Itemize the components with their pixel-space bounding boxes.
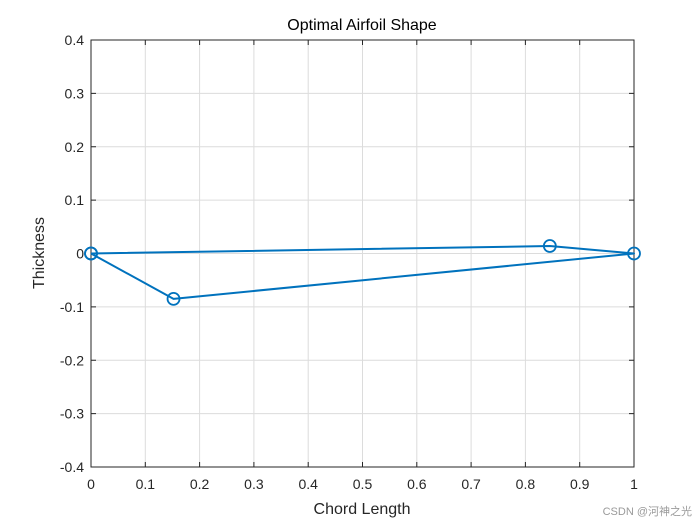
axis-ticks: 0 0.1 0.2 0.3 0.4 0.5 0.6 0.7 0.8 0.9 1 -0.4 -0.3 -0.… — [60, 32, 638, 492]
watermark-text: CSDN @河神之光 — [602, 506, 692, 518]
y-tick-label: 0.1 — [65, 192, 85, 208]
data-point-marker — [542, 239, 557, 253]
y-tick-label: -0.3 — [60, 406, 84, 422]
x-tick-label: 0.8 — [516, 476, 536, 492]
y-tick-label: -0.4 — [60, 459, 84, 475]
x-tick-label: 0.2 — [190, 476, 210, 492]
x-tick-label: 1 — [630, 476, 638, 492]
grid-lines — [90, 39, 635, 468]
x-tick-label: 0.4 — [298, 476, 318, 492]
x-tick-label: 0.5 — [353, 476, 373, 492]
y-tick-label: 0.3 — [65, 85, 85, 101]
y-tick-label: -0.2 — [60, 352, 84, 368]
x-tick-label: 0.3 — [244, 476, 264, 492]
y-axis-label: Thickness — [31, 217, 48, 289]
x-tick-label: 0.1 — [136, 476, 156, 492]
data-point-marker — [627, 246, 641, 261]
x-tick-label: 0.7 — [461, 476, 481, 492]
data-point-marker — [84, 246, 98, 261]
y-tick-label: 0.2 — [65, 139, 85, 155]
series-line — [90, 245, 635, 300]
data-point-marker — [166, 291, 181, 306]
y-tick-label: 0 — [76, 246, 84, 262]
x-tick-label: 0.9 — [570, 476, 590, 492]
y-tick-label: -0.1 — [60, 299, 84, 315]
chart-title: Optimal Airfoil Shape — [287, 17, 437, 34]
series-group — [84, 239, 641, 306]
x-tick-label: 0 — [87, 476, 95, 492]
x-tick-label: 0.6 — [407, 476, 427, 492]
x-axis-label: Chord Length — [314, 501, 411, 518]
y-tick-label: 0.4 — [65, 32, 85, 48]
